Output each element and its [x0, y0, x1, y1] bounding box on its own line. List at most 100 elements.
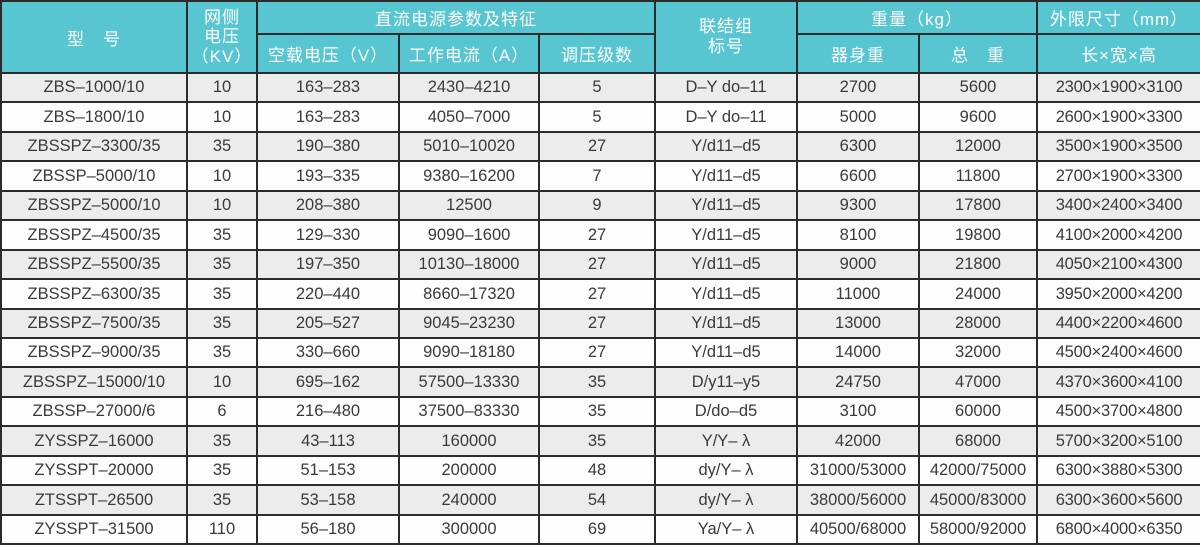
- table-row: ZBSSPZ–3300/35 35 190–380 5010–10020 27 Y/d11…: [0, 130, 1200, 163]
- cell-total-weight: 58000/92000: [918, 513, 1038, 545]
- cell-dimensions: 4100×2000×4200: [1036, 219, 1200, 251]
- cell-total-weight: 32000: [918, 336, 1038, 369]
- cell-body-weight: 2700: [796, 71, 920, 104]
- cell-dimensions: 6300×3880×5300: [1036, 454, 1200, 487]
- cell-no-load-voltage: 163–283: [256, 101, 400, 133]
- table-row: ZTSSPT–26500 35 53–158 240000 54 dy/Y– λ 38000…: [0, 484, 1200, 516]
- cell-regulation-steps: 27: [538, 307, 656, 339]
- header-row-2: 空载电压（V） 工作电流（A） 调压级数 器身重 总 重 长×宽×高: [1, 33, 1200, 74]
- table-header: 型 号 网侧 电压 （KV） 直流电源参数及特征 联结组 标号 重量（kg） 外…: [0, 0, 1200, 74]
- cell-working-current: 200000: [398, 454, 540, 487]
- cell-working-current: 5010–10020: [398, 130, 540, 163]
- cell-working-current: 8660–17320: [398, 278, 540, 310]
- cell-dimensions: 3400×2400×3400: [1036, 189, 1200, 222]
- cell-no-load-voltage: 163–283: [256, 71, 400, 104]
- cell-dimensions: 4500×3700×4800: [1036, 395, 1200, 428]
- cell-no-load-voltage: 53–158: [256, 484, 400, 516]
- cell-model: ZBSSPZ–5000/10: [0, 189, 188, 222]
- cell-model: ZBSSP–5000/10: [0, 160, 188, 192]
- cell-dimensions: 6300×3600×5600: [1036, 484, 1200, 516]
- cell-total-weight: 24000: [918, 278, 1038, 310]
- cell-connection: Y/d11–d5: [654, 248, 798, 281]
- cell-no-load-voltage: 208–380: [256, 189, 400, 222]
- cell-dimensions: 4050×2100×4300: [1036, 248, 1200, 281]
- table-row: ZBS–1800/10 10 163–283 4050–7000 5 D–Y do–11 5…: [0, 101, 1200, 133]
- cell-no-load-voltage: 51–153: [256, 454, 400, 487]
- cell-grid-voltage: 110: [186, 513, 258, 545]
- cell-working-current: 37500–83330: [398, 395, 540, 428]
- cell-grid-voltage: 35: [186, 307, 258, 339]
- table-row: ZBSSP–5000/10 10 193–335 9380–16200 7 Y/d11–d…: [0, 160, 1200, 192]
- cell-no-load-voltage: 216–480: [256, 395, 400, 428]
- cell-body-weight: 8100: [796, 219, 920, 251]
- cell-regulation-steps: 27: [538, 278, 656, 310]
- cell-connection: D/y11–y5: [654, 366, 798, 398]
- cell-total-weight: 19800: [918, 219, 1038, 251]
- header-no-load-voltage: 空载电压（V）: [256, 33, 400, 74]
- cell-connection: Y/d11–d5: [654, 130, 798, 163]
- table-row: ZBSSPZ–6300/35 35 220–440 8660–17320 27 Y/d11…: [0, 278, 1200, 310]
- cell-grid-voltage: 35: [186, 484, 258, 516]
- table-row: ZYSSPT–31500 110 56–180 300000 69 Ya/Y– λ 4050…: [0, 513, 1200, 545]
- cell-connection: Y/d11–d5: [654, 219, 798, 251]
- cell-working-current: 240000: [398, 484, 540, 516]
- cell-no-load-voltage: 43–113: [256, 425, 400, 457]
- cell-no-load-voltage: 190–380: [256, 130, 400, 163]
- cell-body-weight: 24750: [796, 366, 920, 398]
- cell-model: ZBSSPZ–4500/35: [0, 219, 188, 251]
- cell-connection: Y/d11–d5: [654, 307, 798, 339]
- cell-total-weight: 5600: [918, 71, 1038, 104]
- cell-connection: dy/Y– λ: [654, 454, 798, 487]
- cell-regulation-steps: 35: [538, 366, 656, 398]
- cell-body-weight: 13000: [796, 307, 920, 339]
- cell-dimensions: 4370×3600×4100: [1036, 366, 1200, 398]
- table-row: ZBSSP–27000/6 6 216–480 37500–83330 35 D/do–d…: [0, 395, 1200, 428]
- cell-regulation-steps: 5: [538, 71, 656, 104]
- cell-no-load-voltage: 220–440: [256, 278, 400, 310]
- header-body-weight: 器身重: [796, 33, 920, 74]
- cell-connection: Y/d11–d5: [654, 160, 798, 192]
- cell-no-load-voltage: 129–330: [256, 219, 400, 251]
- cell-grid-voltage: 6: [186, 395, 258, 428]
- cell-grid-voltage: 10: [186, 366, 258, 398]
- cell-regulation-steps: 5: [538, 101, 656, 133]
- cell-grid-voltage: 35: [186, 278, 258, 310]
- cell-grid-voltage: 35: [186, 425, 258, 457]
- cell-connection: Y/Y– λ: [654, 425, 798, 457]
- cell-total-weight: 12000: [918, 130, 1038, 163]
- cell-model: ZYSSPT–20000: [0, 454, 188, 487]
- table-row: ZBSSPZ–5000/10 10 208–380 12500 9 Y/d11–d5 930…: [0, 189, 1200, 222]
- table-row: ZYSSPT–20000 35 51–153 200000 48 dy/Y– λ 31000…: [0, 454, 1200, 487]
- table-row: ZBSSPZ–9000/35 35 330–660 9090–18180 27 Y/d11…: [0, 336, 1200, 369]
- cell-model: ZBSSPZ–7500/35: [0, 307, 188, 339]
- cell-working-current: 4050–7000: [398, 101, 540, 133]
- header-dimensions: 长×宽×高: [1036, 33, 1200, 74]
- cell-model: ZTSSPT–26500: [0, 484, 188, 516]
- table-row: ZBSSPZ–5500/35 35 197–350 10130–18000 27 Y/d1…: [0, 248, 1200, 281]
- cell-no-load-voltage: 330–660: [256, 336, 400, 369]
- cell-connection: D/do–d5: [654, 395, 798, 428]
- cell-connection: D–Y do–11: [654, 101, 798, 133]
- header-total-weight: 总 重: [918, 33, 1038, 74]
- cell-body-weight: 3100: [796, 395, 920, 428]
- cell-total-weight: 60000: [918, 395, 1038, 428]
- cell-model: ZYSSPT–31500: [0, 513, 188, 545]
- cell-body-weight: 6600: [796, 160, 920, 192]
- cell-model: ZBSSPZ–3300/35: [0, 130, 188, 163]
- cell-grid-voltage: 10: [186, 189, 258, 222]
- cell-dimensions: 2700×1900×3300: [1036, 160, 1200, 192]
- cell-working-current: 9090–1600: [398, 219, 540, 251]
- header-row-1: 型 号 网侧 电压 （KV） 直流电源参数及特征 联结组 标号 重量（kg） 外…: [0, 0, 1200, 74]
- cell-body-weight: 42000: [796, 425, 920, 457]
- cell-dimensions: 4500×2400×4600: [1036, 336, 1200, 369]
- table-body: ZBS–1000/10 10 163–283 2430–4210 5 D–Y do–11 2…: [0, 71, 1200, 545]
- cell-dimensions: 3950×2000×4200: [1036, 278, 1200, 310]
- cell-connection: Y/d11–d5: [654, 278, 798, 310]
- table-row: ZBSSPZ–7500/35 35 205–527 9045–23230 27 Y/d11…: [0, 307, 1200, 339]
- cell-body-weight: 38000/56000: [796, 484, 920, 516]
- header-connection-label: 联结组 标号: [654, 0, 798, 74]
- cell-regulation-steps: 35: [538, 425, 656, 457]
- cell-model: ZBS–1800/10: [0, 101, 188, 133]
- cell-regulation-steps: 48: [538, 454, 656, 487]
